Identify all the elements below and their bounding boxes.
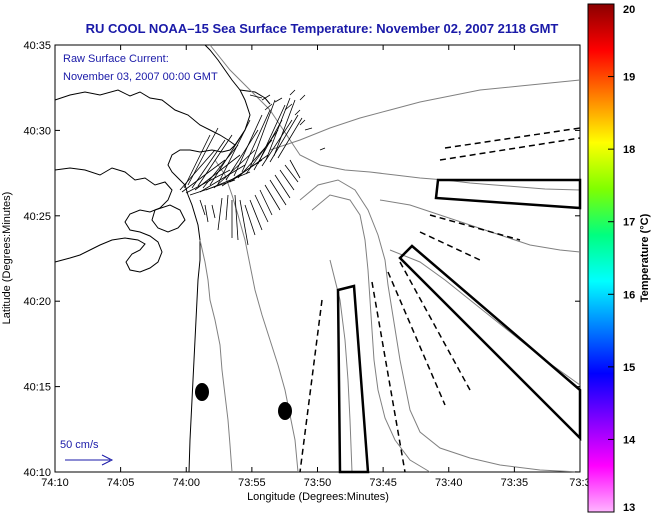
y-axis: 40:35 40:30 40:25 40:20 40:15 40:10 xyxy=(23,40,580,479)
y-axis-label: Latitude (Degrees:Minutes) xyxy=(1,192,13,325)
y-tick-label: 40:35 xyxy=(23,40,51,52)
y-tick-label: 40:15 xyxy=(23,382,51,394)
x-tick-label: 73:35 xyxy=(501,477,529,489)
x-tick-label: 73:45 xyxy=(369,477,397,489)
coastline xyxy=(54,44,271,473)
station-marker xyxy=(195,383,209,401)
x-tick-label: 73:55 xyxy=(238,477,266,489)
temperature-colorbar: 20 19 18 17 16 15 14 13 Temperature (°C) xyxy=(587,3,651,514)
x-tick-label: 74:10 xyxy=(41,477,69,489)
transect-boxes xyxy=(336,178,582,474)
colorbar-tick-label: 20 xyxy=(623,4,635,16)
x-axis-label: Longitude (Degrees:Minutes) xyxy=(247,491,389,503)
colorbar-tick-label: 15 xyxy=(623,362,635,374)
dashed-radial-lines xyxy=(299,127,581,473)
scale-label: 50 cm/s xyxy=(60,439,99,451)
x-tick-label: 73:50 xyxy=(304,477,332,489)
y-tick-label: 40:20 xyxy=(23,296,51,308)
map-title: RU COOL NOAA–15 Sea Surface Temperature:… xyxy=(86,21,559,36)
x-tick-label: 73:40 xyxy=(435,477,463,489)
current-scale: 50 cm/s xyxy=(60,439,114,466)
x-tick-label: 73:3 xyxy=(569,477,590,489)
current-caption-line2: November 03, 2007 00:00 GMT xyxy=(63,71,218,83)
colorbar-tick-label: 14 xyxy=(623,434,636,446)
y-tick-label: 40:10 xyxy=(23,467,51,479)
map-area: 50 cm/s Raw Surface Current: November 03… xyxy=(54,44,582,474)
colorbar-tick-label: 13 xyxy=(623,502,635,514)
y-tick-label: 40:25 xyxy=(23,211,51,223)
colorbar-tick-label: 18 xyxy=(623,144,635,156)
current-caption-line1: Raw Surface Current: xyxy=(63,53,169,65)
x-tick-label: 74:00 xyxy=(172,477,200,489)
y-tick-label: 40:30 xyxy=(23,125,51,137)
station-marker xyxy=(278,402,292,420)
colorbar-tick-label: 16 xyxy=(623,289,635,301)
x-tick-label: 74:05 xyxy=(107,477,135,489)
surface-current-vectors xyxy=(179,89,326,246)
x-axis: 74:10 74:05 74:00 73:55 73:50 73:45 73:40 73:35… xyxy=(41,45,591,489)
colorbar-label: Temperature (°C) xyxy=(639,213,651,302)
colorbar-tick-label: 19 xyxy=(623,72,635,84)
colorbar-tick-label: 17 xyxy=(623,217,635,229)
